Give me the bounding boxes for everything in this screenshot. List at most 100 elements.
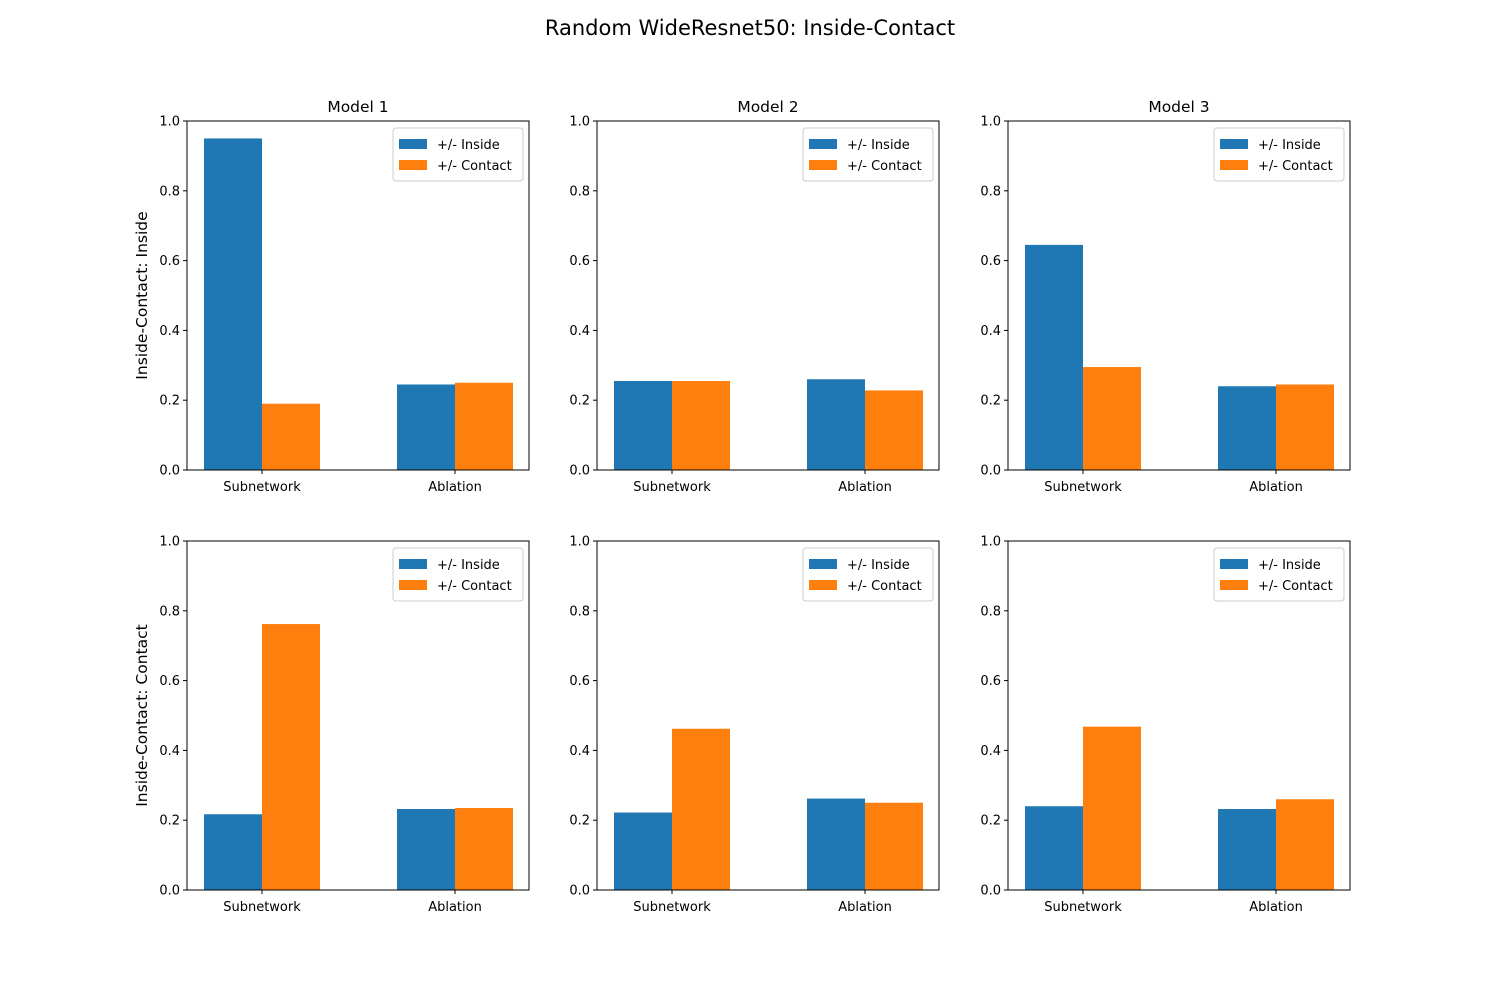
subplot-2-xtick-label: Subnetwork [633, 480, 711, 495]
subplot-6-ytick-label: 1.0 [980, 535, 1001, 550]
subplot-2-bar-inside-ablation [807, 379, 865, 470]
subplot-2-legend-swatch-contact [809, 160, 837, 170]
subplot-3-legend-label-contact: +/- Contact [1258, 159, 1333, 174]
subplot-6-axes-frame [1007, 540, 1351, 891]
subplot-6-ytick-label: 0.2 [980, 814, 1001, 829]
subplot-3-ytick-label: 0.8 [980, 184, 1001, 199]
subplot-6-legend-label-contact: +/- Contact [1258, 579, 1333, 594]
subplot-3-axes-frame [1007, 120, 1351, 471]
subplot-2-bar-inside-subnetwork [614, 381, 672, 470]
subplot-2-bar-contact-subnetwork [672, 381, 730, 470]
subplot-1-legend-swatch-inside [399, 139, 427, 149]
subplot-5-bar-inside-ablation [807, 798, 865, 890]
subplot-4-ytick-label: 0.4 [159, 744, 180, 759]
subplot-2-legend-label-contact: +/- Contact [847, 159, 922, 174]
subplot-4-ytick-label: 1.0 [159, 535, 180, 550]
subplot-6-legend-label-inside: +/- Inside [1258, 558, 1321, 573]
subplot-3-ytick-label: 1.0 [980, 115, 1001, 130]
subplot-5-ytick-label: 0.2 [569, 814, 590, 829]
subplot-3-legend-swatch-contact [1220, 160, 1248, 170]
subplot-1-ytick-label: 0.4 [159, 324, 180, 339]
subplot-3-title: Model 3 [1148, 98, 1209, 116]
subplot-5-bar-contact-ablation [865, 802, 923, 890]
subplot-2-ytick-label: 1.0 [569, 115, 590, 130]
subplot-3-ytick-label: 0.2 [980, 394, 1001, 409]
subplot-5-ytick-label: 0.6 [569, 674, 590, 689]
figure-title: Random WideResnet50: Inside-Contact [544, 16, 956, 40]
subplot-4-bar-contact-subnetwork [262, 624, 320, 890]
subplot-2-ytick-label: 0.2 [569, 394, 590, 409]
subplot-3-ytick-label: 0.6 [980, 254, 1001, 269]
subplot-4-xtick-label: Ablation [428, 900, 482, 915]
subplot-6-ytick-label: 0.4 [980, 744, 1001, 759]
subplot-1-ytick-label: 0.8 [159, 184, 180, 199]
subplot-1-ytick-label: 0.2 [159, 394, 180, 409]
subplot-6-xtick-label: Ablation [1249, 900, 1303, 915]
subplot-2-ytick-label: 0.4 [569, 324, 590, 339]
subplot-6-ytick-label: 0.8 [980, 604, 1001, 619]
subplot-1-xtick-label: Subnetwork [223, 480, 301, 495]
subplot-6-ytick-label: 0.0 [980, 884, 1001, 899]
subplot-6-ytick-label: 0.6 [980, 674, 1001, 689]
subplot-1-legend-label-contact: +/- Contact [437, 159, 512, 174]
subplot-3-xtick-label: Subnetwork [1044, 480, 1122, 495]
subplot-5-bar-contact-subnetwork [672, 728, 730, 890]
subplot-2-ytick-label: 0.0 [569, 464, 590, 479]
subplot-1-bar-inside-ablation [397, 384, 455, 470]
subplot-3-bar-contact-ablation [1276, 384, 1334, 470]
subplot-4-ylabel: Inside-Contact: Contact [133, 624, 151, 807]
subplot-6-bar-contact-subnetwork [1083, 726, 1141, 890]
subplot-1-legend-swatch-contact [399, 160, 427, 170]
subplot-5-legend-swatch-contact [809, 580, 837, 590]
subplot-2-title: Model 2 [737, 98, 798, 116]
subplot-1-title: Model 1 [327, 98, 388, 116]
subplot-4-legend-swatch-contact [399, 580, 427, 590]
subplot-5-legend-swatch-inside [809, 559, 837, 569]
subplot-1-ytick-label: 1.0 [159, 115, 180, 130]
subplot-5-bar-inside-subnetwork [614, 812, 672, 890]
subplot-5-legend-label-inside: +/- Inside [847, 558, 910, 573]
subplot-1-ytick-label: 0.0 [159, 464, 180, 479]
subplot-1-ytick-label: 0.6 [159, 254, 180, 269]
subplot-5-ytick-label: 1.0 [569, 535, 590, 550]
subplot-4-xtick-label: Subnetwork [223, 900, 301, 915]
subplot-5-ytick-label: 0.8 [569, 604, 590, 619]
subplot-3-xtick-label: Ablation [1249, 480, 1303, 495]
subplot-4-legend-swatch-inside [399, 559, 427, 569]
subplot-5-legend-label-contact: +/- Contact [847, 579, 922, 594]
subplot-5-xtick-label: Subnetwork [633, 900, 711, 915]
subplot-4-ytick-label: 0.8 [159, 604, 180, 619]
subplot-1-ylabel: Inside-Contact: Inside [133, 211, 151, 379]
subplot-1-bar-inside-subnetwork [204, 138, 262, 470]
subplot-4-ytick-label: 0.2 [159, 814, 180, 829]
subplot-3-legend-swatch-inside [1220, 139, 1248, 149]
subplot-6-bar-inside-ablation [1218, 809, 1276, 890]
subplot-6-legend-swatch-contact [1220, 580, 1248, 590]
subplot-4-bar-contact-ablation [455, 807, 513, 890]
subplot-2-bar-contact-ablation [865, 390, 923, 470]
subplot-3-bar-inside-ablation [1218, 386, 1276, 470]
subplot-1-xtick-label: Ablation [428, 480, 482, 495]
subplot-1-bar-contact-subnetwork [262, 403, 320, 470]
subplot-5-xtick-label: Ablation [838, 900, 892, 915]
subplot-1-axes-frame [186, 120, 530, 471]
subplot-4-ytick-label: 0.6 [159, 674, 180, 689]
subplot-2-legend-label-inside: +/- Inside [847, 138, 910, 153]
subplot-4-bar-inside-ablation [397, 809, 455, 890]
subplot-6-xtick-label: Subnetwork [1044, 900, 1122, 915]
subplot-2-ytick-label: 0.8 [569, 184, 590, 199]
subplot-4-bar-inside-subnetwork [204, 814, 262, 890]
subplot-4-legend-label-contact: +/- Contact [437, 579, 512, 594]
subplot-1-bar-contact-ablation [455, 382, 513, 470]
subplot-2-ytick-label: 0.6 [569, 254, 590, 269]
subplot-5-axes-frame [596, 540, 940, 891]
subplot-3-ytick-label: 0.4 [980, 324, 1001, 339]
subplot-5-ytick-label: 0.4 [569, 744, 590, 759]
subplot-4-axes-frame [186, 540, 530, 891]
subplot-6-bar-contact-ablation [1276, 799, 1334, 890]
subplot-4-ytick-label: 0.0 [159, 884, 180, 899]
subplot-3-ytick-label: 0.0 [980, 464, 1001, 479]
subplot-3-legend-label-inside: +/- Inside [1258, 138, 1321, 153]
